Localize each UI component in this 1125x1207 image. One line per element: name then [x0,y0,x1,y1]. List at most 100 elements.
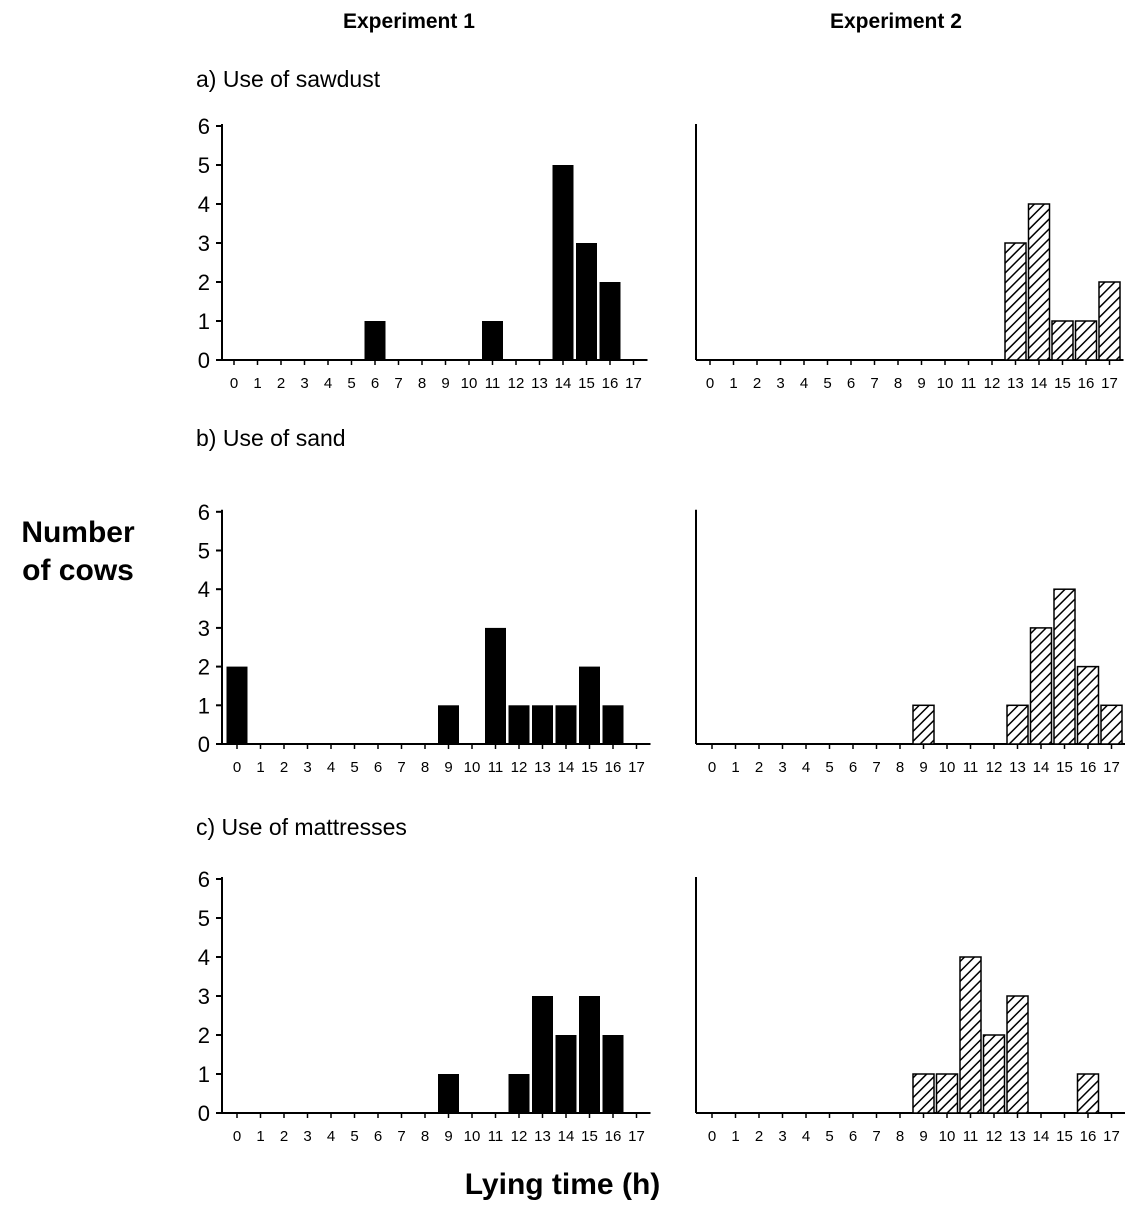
x-tick-label: 2 [277,375,285,392]
x-tick-label: 11 [488,759,504,776]
bar [1076,1073,1100,1114]
x-tick-label: 15 [1056,759,1073,776]
x-tick-label: 16 [605,1128,622,1145]
x-tick-label: 15 [581,1128,598,1145]
x-tick-label: 14 [555,375,572,392]
x-tick-label: 17 [625,375,642,392]
x-tick-label: 17 [1103,1128,1120,1145]
x-tick-label: 3 [778,1128,786,1145]
bar [1100,704,1123,745]
x-tick-label: 10 [939,759,956,776]
x-tick-label: 0 [233,759,241,776]
x-tick-label: 14 [558,1128,575,1145]
y-tick-label: 6 [198,114,210,139]
y-tick-label: 2 [198,1023,210,1048]
x-tick-label: 11 [963,759,979,776]
x-tick-label: 5 [825,1128,833,1145]
y-tick-label: 3 [198,984,210,1009]
bar [576,243,597,360]
x-tick-label: 12 [984,375,1001,392]
x-tick-label: 7 [870,375,878,392]
x-tick-label: 9 [919,1128,927,1145]
x-tick-label: 3 [300,375,308,392]
bar [1004,242,1027,361]
x-tick-label: 2 [753,375,761,392]
x-tick-label: 13 [1007,375,1024,392]
y-tick-label: 5 [198,906,210,931]
x-tick-label: 2 [280,1128,288,1145]
x-tick-label: 4 [327,759,335,776]
bar [438,1074,459,1113]
x-tick-label: 0 [708,1128,716,1145]
x-tick-label: 17 [628,759,645,776]
x-tick-label: 12 [511,759,528,776]
x-tick-label: 13 [534,759,551,776]
x-tick-label: 5 [350,1128,358,1145]
bar [579,666,600,744]
x-tick-label: 9 [441,375,449,392]
column-title-experiment-2: Experiment 2 [830,10,962,33]
x-tick-label: 17 [628,1128,645,1145]
y-tick-label: 3 [198,616,210,641]
x-tick-label: 1 [731,759,739,776]
bar [912,1073,935,1114]
x-tick-label: 4 [800,375,808,392]
y-tick-label: 6 [198,500,210,525]
x-tick-label: 9 [444,1128,452,1145]
x-tick-label: 8 [896,759,904,776]
x-tick-label: 7 [872,759,880,776]
y-tick-label: 1 [198,309,210,334]
bar [508,1074,530,1113]
y-tick-label: 4 [198,577,210,602]
bar [532,705,553,744]
y-axis-label: Number of cows [8,514,148,590]
x-tick-label: 0 [708,759,716,776]
bar [1027,203,1051,361]
bar [1006,704,1029,745]
x-tick-label: 0 [233,1128,241,1145]
y-tick-label: 2 [198,655,210,680]
x-tick-label: 8 [418,375,426,392]
bar [602,705,624,744]
bar [599,282,621,360]
bar [1053,588,1076,745]
x-tick-label: 4 [802,1128,810,1145]
x-tick-label: 8 [896,1128,904,1145]
panel-title-sand: b) Use of sand [196,425,346,451]
y-tick-label: 3 [198,231,210,256]
x-tick-label: 3 [778,759,786,776]
bar [438,705,459,744]
bar [602,1035,624,1113]
x-tick-label: 1 [731,1128,739,1145]
x-tick-label: 1 [729,375,737,392]
panel-title-mattresses: c) Use of mattresses [196,814,407,840]
y-tick-label: 5 [198,153,210,178]
y-tick-label: 6 [198,867,210,892]
x-tick-label: 2 [755,1128,763,1145]
x-tick-label: 12 [986,759,1003,776]
x-tick-label: 5 [347,375,355,392]
y-axis-label-line-1: Number [21,516,135,549]
x-tick-label: 7 [872,1128,880,1145]
x-tick-label: 15 [1056,1128,1073,1145]
x-tick-label: 5 [825,759,833,776]
x-tick-label: 10 [464,759,481,776]
y-axis-label-line-2: of cows [22,554,134,587]
bar [508,705,530,744]
bar [982,1034,1006,1114]
x-tick-label: 11 [485,375,501,392]
x-tick-label: 12 [508,375,525,392]
x-tick-label: 6 [847,375,855,392]
bar [555,705,577,744]
x-tick-label: 2 [755,759,763,776]
x-tick-label: 10 [464,1128,481,1145]
x-axis-label: Lying time (h) [464,1168,661,1201]
x-tick-label: 15 [1054,375,1071,392]
x-tick-label: 16 [1080,1128,1097,1145]
x-tick-label: 16 [605,759,622,776]
x-tick-label: 17 [1101,375,1118,392]
bar [1074,320,1098,361]
bar [1076,665,1100,745]
bar [532,996,553,1113]
